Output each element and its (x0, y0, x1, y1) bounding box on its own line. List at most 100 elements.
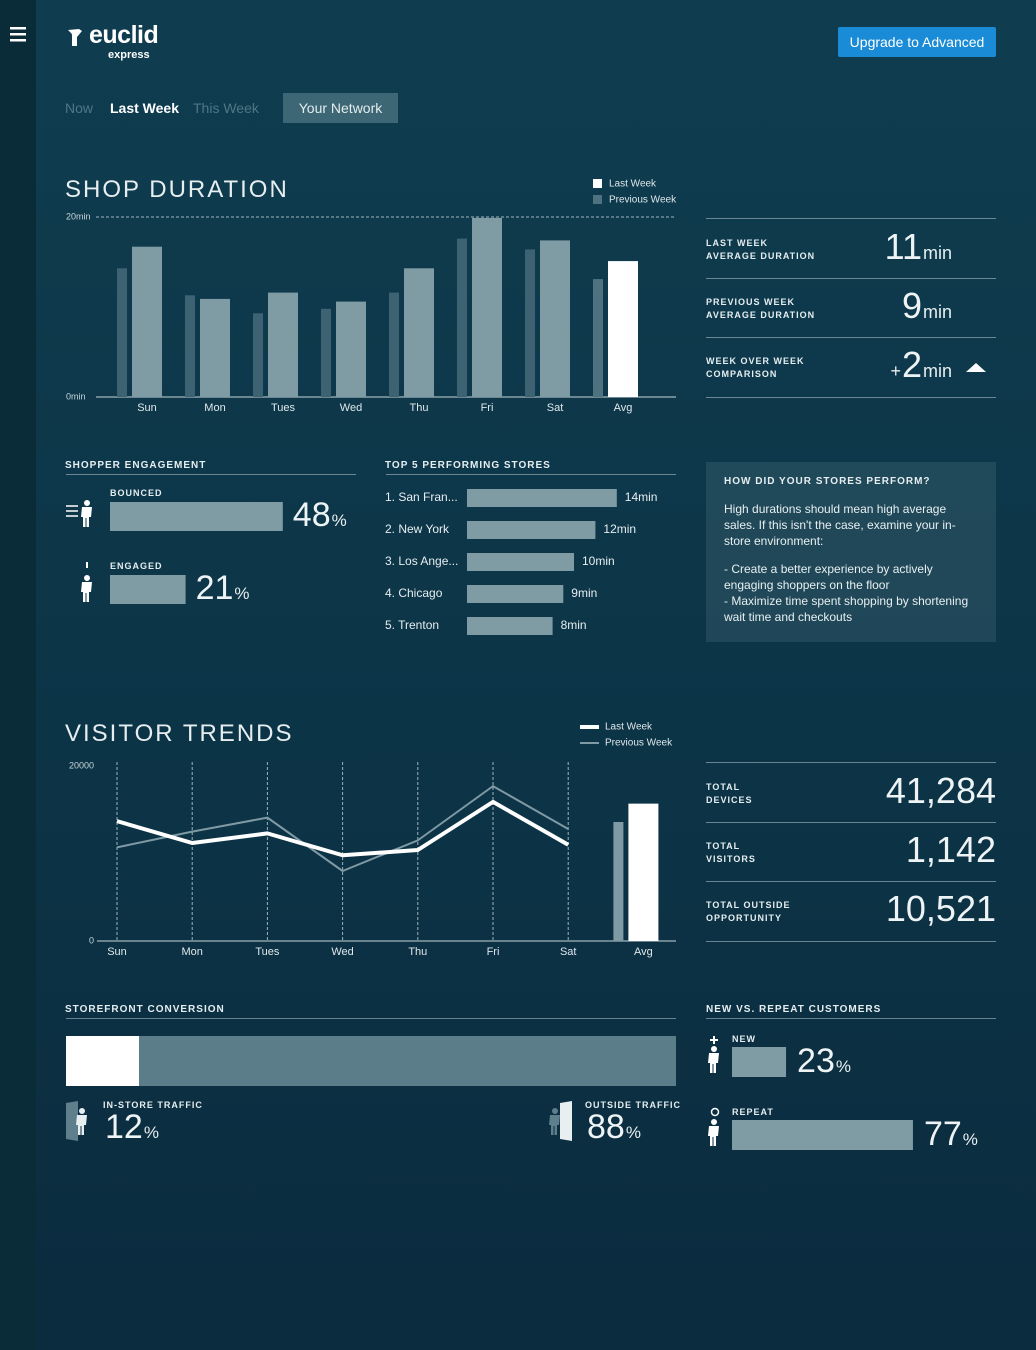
upgrade-button[interactable]: Upgrade to Advanced (838, 27, 996, 57)
stat-number: 41,284 (885, 770, 996, 811)
section-title: SHOPPER ENGAGEMENT (65, 460, 207, 471)
person-icon (79, 1108, 85, 1114)
x-tick-label: Avg (634, 946, 653, 958)
person-icon (552, 1108, 558, 1114)
person-icon (76, 1115, 87, 1135)
person-icon (84, 575, 90, 581)
store-name: 5. Trenton (385, 618, 440, 632)
divider (66, 1018, 676, 1019)
engagement-bar (110, 502, 283, 531)
store-bar (467, 489, 617, 507)
customer-bar (732, 1120, 913, 1150)
logo: euclid (89, 21, 159, 49)
y-tick-label: 0min (66, 391, 86, 401)
x-tick-label: Tues (271, 402, 296, 414)
store-value: 10min (582, 554, 615, 568)
stat-number: 23 (797, 1042, 835, 1080)
segment-label: OUTSIDE TRAFFIC (585, 1100, 681, 1110)
person-icon (81, 582, 92, 602)
item-label: ENGAGED (110, 561, 163, 571)
bar (593, 279, 603, 397)
customer-bar (732, 1047, 787, 1077)
store-value: 9min (571, 586, 598, 600)
divider (386, 474, 676, 475)
chart-title: SHOP DURATION (65, 176, 289, 203)
stat-unit: min (922, 361, 952, 381)
divider (706, 1018, 996, 1019)
x-tick-label: Avg (614, 402, 633, 414)
stat-unit: % (835, 1057, 851, 1076)
store-name: 3. Los Ange... (385, 554, 459, 568)
bar (336, 301, 366, 397)
legend-label: Last Week (609, 179, 657, 190)
store-value: 8min (560, 618, 587, 632)
menu-icon[interactable] (0, 0, 36, 60)
item-label: REPEAT (732, 1107, 774, 1117)
divider (706, 218, 996, 219)
stat-label: COMPARISON (706, 369, 778, 379)
divider (66, 474, 356, 475)
x-tick-label: Sat (560, 946, 577, 958)
bar (185, 295, 195, 397)
stat-number: 48 (292, 496, 331, 534)
stat-value: 9 min (902, 285, 952, 327)
stat-unit: % (625, 1123, 641, 1142)
stat-label: AVERAGE DURATION (706, 310, 816, 320)
legend-swatch (593, 179, 602, 188)
nav-tab[interactable]: Now (65, 100, 94, 116)
stat-number: 9 (901, 285, 922, 326)
stat-value: 88% (587, 1108, 641, 1147)
x-tick-label: Sat (547, 402, 564, 414)
person-icon (711, 1046, 717, 1052)
stat-number: 12 (105, 1108, 143, 1146)
insight-title: HOW DID YOUR STORES PERFORM? (724, 476, 931, 487)
x-tick-label: Tues (255, 946, 280, 958)
insight-box: HOW DID YOUR STORES PERFORM? High duratio… (706, 462, 996, 642)
bar (132, 246, 162, 397)
divider (706, 337, 996, 338)
divider (706, 941, 996, 942)
bar (540, 240, 570, 397)
legend-label: Previous Week (605, 738, 673, 749)
stat-prefix: + (890, 361, 901, 381)
stat-value: 48% (293, 496, 347, 535)
alert-icon (86, 562, 88, 568)
store-bar (467, 553, 574, 571)
store-bar (467, 585, 564, 603)
insight-tip: - Maximize time spent shopping by shorte… (724, 594, 969, 624)
logo-icon (68, 29, 82, 46)
x-tick-label: Mon (181, 946, 202, 958)
stat-number: 21 (195, 569, 234, 607)
line (116, 785, 569, 872)
y-tick-label: 20000 (69, 760, 94, 770)
x-tick-label: Mon (204, 402, 225, 414)
item-label: NEW (732, 1034, 756, 1044)
stat-value: 21% (196, 569, 250, 608)
line (116, 799, 570, 858)
legend-swatch (593, 195, 602, 204)
nav-tab[interactable]: This Week (193, 100, 259, 116)
stat-label: WEEK OVER WEEK (706, 356, 805, 366)
stat-unit: % (331, 511, 347, 530)
legend-label: Last Week (605, 722, 653, 733)
divider (706, 822, 996, 823)
store-bar (467, 521, 596, 539)
bar (472, 217, 502, 397)
x-tick-label: Sun (137, 402, 157, 414)
stat-number: 77 (923, 1115, 962, 1153)
bar (268, 292, 298, 397)
person-icon (84, 500, 90, 506)
section-title: STOREFRONT CONVERSION (65, 1004, 225, 1015)
nav-tab[interactable]: Last Week (110, 100, 179, 116)
network-button[interactable]: Your Network (283, 93, 398, 123)
bar (321, 308, 331, 397)
y-tick-label: 0 (89, 935, 94, 945)
item-label: BOUNCED (110, 488, 163, 498)
bar (200, 298, 230, 397)
store-bar (467, 617, 553, 635)
x-tick-label: Thu (410, 402, 429, 414)
trend-up-arrow (966, 363, 986, 372)
stat-unit: % (234, 584, 250, 603)
stat-unit: min (922, 243, 952, 263)
avg-bar (628, 803, 659, 941)
